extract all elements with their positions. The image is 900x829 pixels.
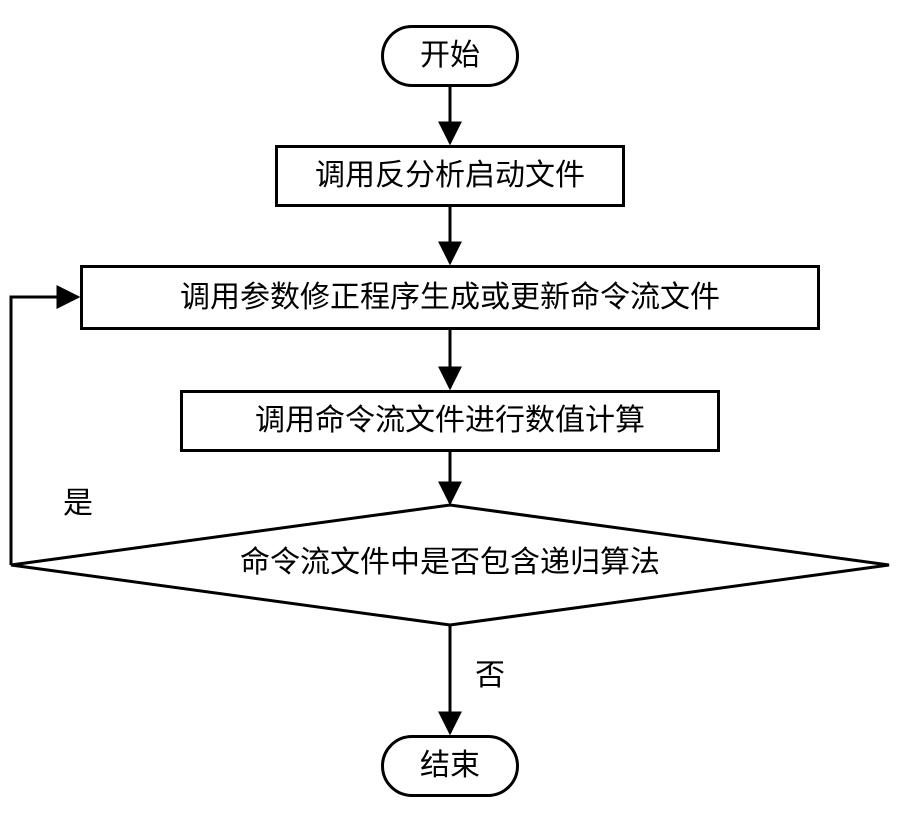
node-step2: 调用参数修正程序生成或更新命令流文件 — [80, 265, 820, 330]
edge-decision-step2 — [11, 297, 78, 565]
node-end-label: 结束 — [420, 748, 480, 784]
node-step2-label: 调用参数修正程序生成或更新命令流文件 — [180, 280, 720, 316]
node-step3-label: 调用命令流文件进行数值计算 — [255, 403, 645, 439]
node-step1: 调用反分析启动文件 — [275, 145, 625, 207]
node-decision-label: 命令流文件中是否包含递归算法 — [240, 546, 660, 579]
node-step3: 调用命令流文件进行数值计算 — [180, 390, 720, 452]
edge-label-no: 否 — [475, 650, 505, 694]
node-start-label: 开始 — [420, 38, 480, 74]
edge-label-yes: 是 — [63, 478, 93, 522]
flowchart-canvas: 开始 调用反分析启动文件 调用参数修正程序生成或更新命令流文件 调用命令流文件进… — [0, 0, 900, 829]
node-decision: 命令流文件中是否包含递归算法 — [11, 505, 889, 625]
node-end: 结束 — [381, 735, 519, 797]
node-start: 开始 — [381, 25, 519, 87]
node-step1-label: 调用反分析启动文件 — [315, 158, 585, 194]
